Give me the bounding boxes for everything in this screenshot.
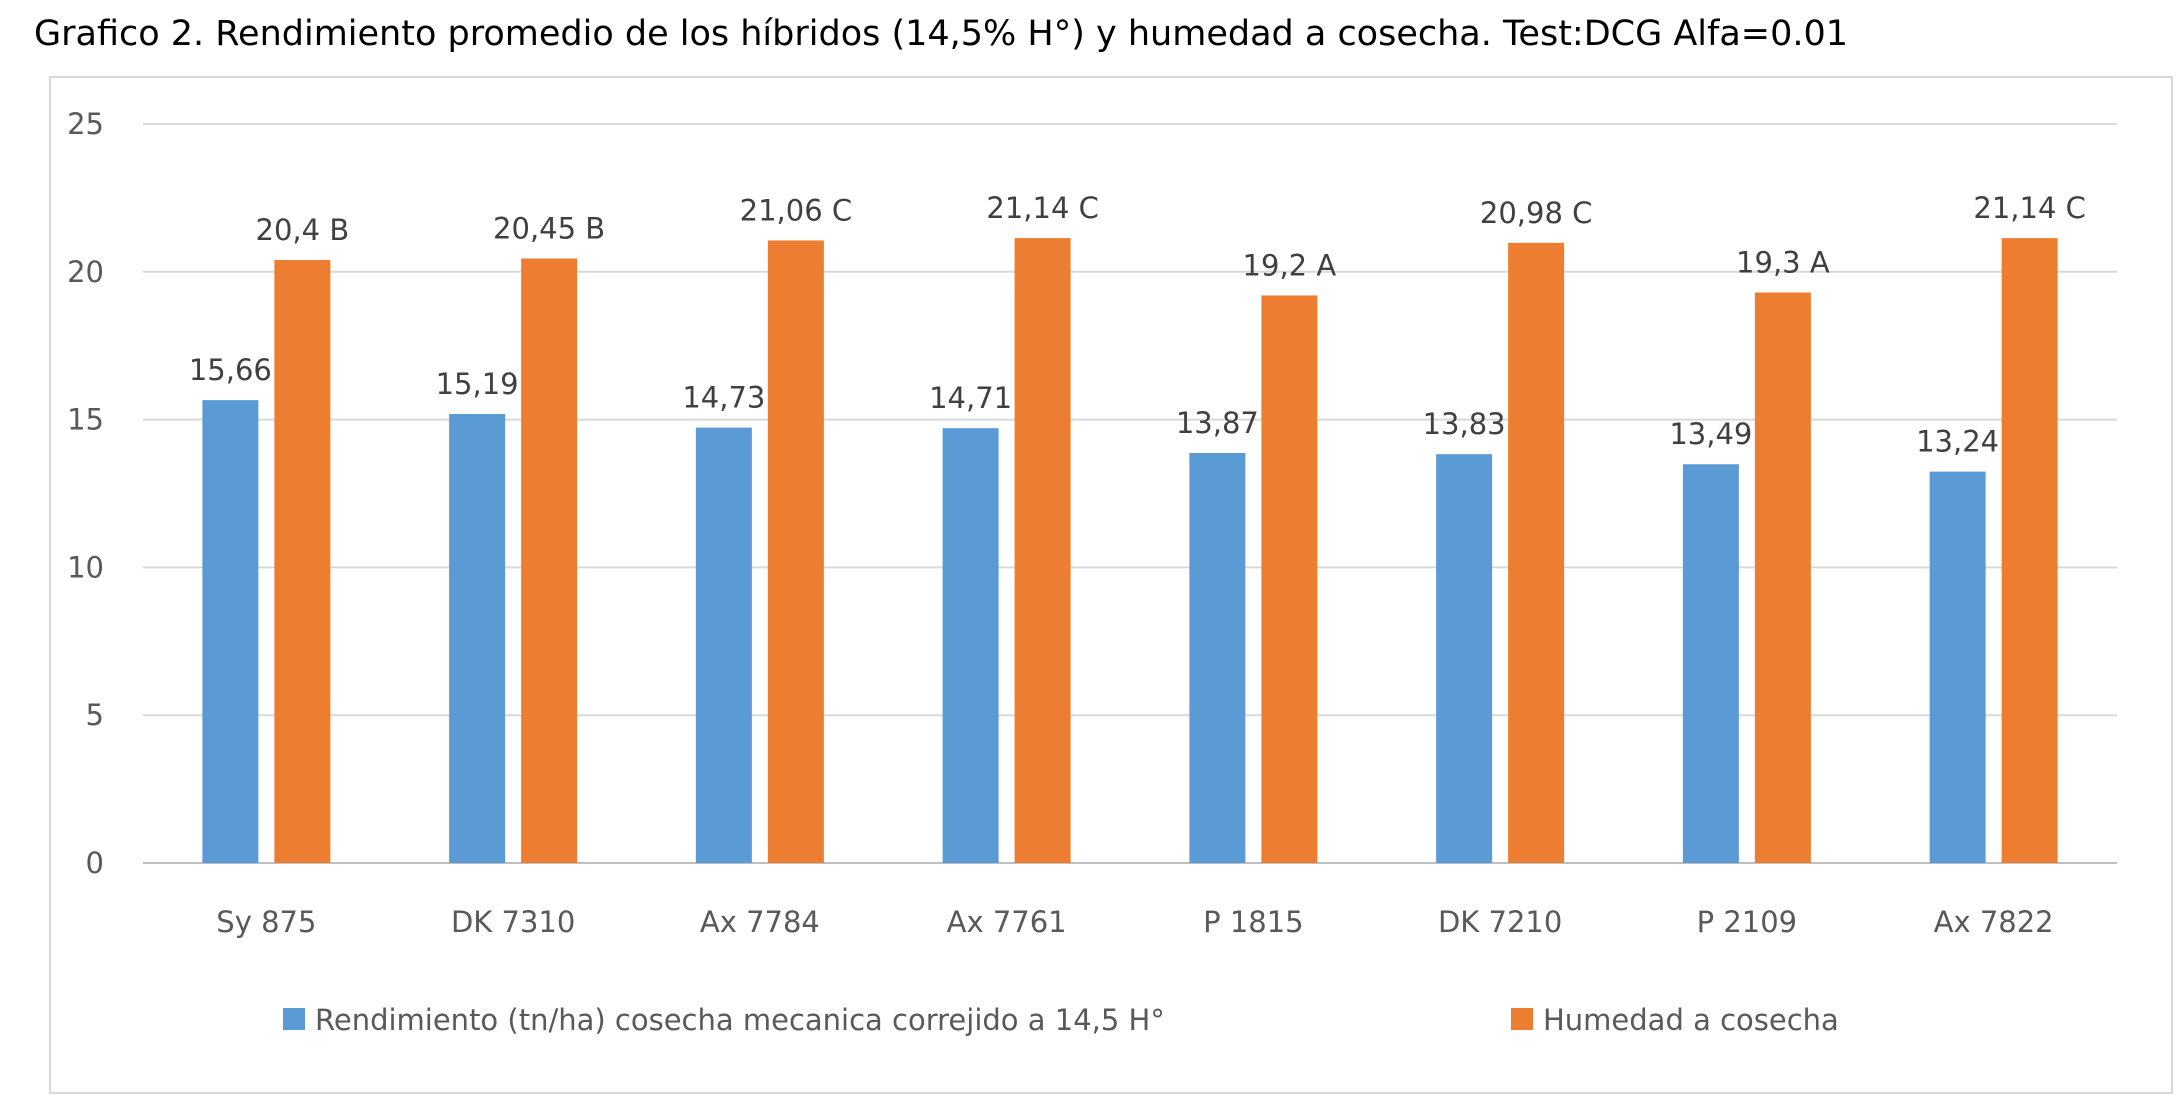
legend-label: Humedad a cosecha xyxy=(1543,1003,1839,1037)
data-label-humedad: 21,14 C xyxy=(1973,191,2086,225)
y-tick-label: 15 xyxy=(67,403,104,437)
y-tick-label: 10 xyxy=(67,550,104,584)
bar-humedad xyxy=(1014,238,1071,864)
chart-frame xyxy=(49,76,2173,1094)
bar-humedad xyxy=(1261,295,1318,863)
bar-rendimiento xyxy=(1436,454,1493,863)
x-tick-label: Ax 7784 xyxy=(700,905,820,939)
data-label-humedad: 20,45 B xyxy=(493,211,605,245)
bar-humedad xyxy=(767,240,824,863)
y-axis-ticks: 0 5 10 15 20 25 xyxy=(67,107,104,880)
y-tick-label: 0 xyxy=(86,846,104,880)
data-label-rendimiento: 13,49 xyxy=(1669,417,1752,451)
data-label-rendimiento: 15,66 xyxy=(189,353,272,387)
x-tick-label: DK 7310 xyxy=(451,905,575,939)
legend-swatch xyxy=(1511,1008,1533,1030)
x-tick-label: Sy 875 xyxy=(216,905,316,939)
x-tick-label: DK 7210 xyxy=(1438,905,1562,939)
data-label-humedad: 20,4 B xyxy=(256,213,350,247)
y-tick-label: 5 xyxy=(86,698,104,732)
y-tick-label: 25 xyxy=(67,107,104,141)
y-tick-label: 20 xyxy=(67,255,104,289)
data-label-rendimiento: 15,19 xyxy=(436,367,519,401)
data-label-humedad: 19,3 A xyxy=(1736,245,1830,279)
bar-humedad xyxy=(1754,292,1811,863)
x-tick-label: P 1815 xyxy=(1203,905,1304,939)
chart-title: Grafico 2. Rendimiento promedio de los h… xyxy=(34,14,1849,54)
legend: Rendimiento (tn/ha) cosecha mecanica cor… xyxy=(283,1003,1839,1037)
data-label-rendimiento: 13,83 xyxy=(1423,407,1506,441)
legend-label: Rendimiento (tn/ha) cosecha mecanica cor… xyxy=(315,1003,1165,1037)
x-tick-label: P 2109 xyxy=(1697,905,1798,939)
data-label-rendimiento: 13,87 xyxy=(1176,406,1259,440)
bar-rendimiento xyxy=(1929,471,1986,863)
bars xyxy=(202,238,2058,864)
data-label-humedad: 19,2 A xyxy=(1243,248,1337,282)
bar-rendimiento xyxy=(695,427,752,863)
data-label-rendimiento: 14,73 xyxy=(682,381,765,415)
data-label-rendimiento: 14,71 xyxy=(929,381,1012,415)
data-label-humedad: 20,98 C xyxy=(1480,196,1593,230)
x-tick-label: Ax 7822 xyxy=(1934,905,2054,939)
bar-rendimiento xyxy=(942,428,999,863)
bar-humedad xyxy=(521,258,578,863)
legend-swatch xyxy=(283,1008,305,1030)
bar-humedad xyxy=(274,259,331,863)
bar-rendimiento xyxy=(1189,453,1246,863)
bar-humedad xyxy=(1508,242,1565,864)
bar-rendimiento xyxy=(449,413,506,863)
data-label-rendimiento: 13,24 xyxy=(1916,425,1999,459)
data-label-humedad: 21,14 C xyxy=(986,191,1099,225)
bar-rendimiento xyxy=(202,400,259,863)
bar-rendimiento xyxy=(1682,464,1739,863)
gridlines xyxy=(143,123,2117,864)
data-label-humedad: 21,06 C xyxy=(740,193,853,227)
bar-humedad xyxy=(2001,238,2058,864)
data-labels: 15,66 20,4 B 15,19 20,45 B 14,73 21,06 C 14,71… xyxy=(189,191,2086,459)
x-tick-label: Ax 7761 xyxy=(947,905,1067,939)
x-axis-ticks: Sy 875 DK 7310 Ax 7784 Ax 7761 P 1815 DK 7210… xyxy=(216,905,2053,939)
